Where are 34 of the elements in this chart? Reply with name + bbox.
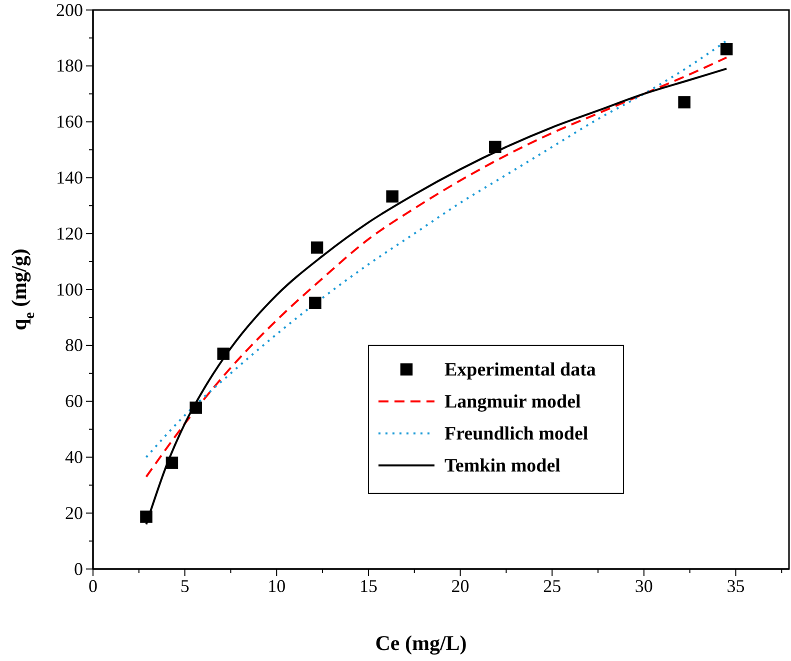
x-tick-label: 15 xyxy=(359,576,378,596)
point xyxy=(140,510,152,523)
x-tick-label: 30 xyxy=(634,576,653,596)
y-tick-label: 140 xyxy=(56,167,83,188)
legend-label: Temkin model xyxy=(444,455,560,476)
legend-label: Freundlich model xyxy=(444,423,588,444)
x-tick-label: 20 xyxy=(451,576,470,596)
y-tick-label: 160 xyxy=(56,112,83,132)
point xyxy=(720,43,733,56)
x-axis-title: Ce (mg/L) xyxy=(375,631,467,655)
y-tick-label: 60 xyxy=(65,391,83,412)
point xyxy=(217,348,230,360)
y-tick-label: 200 xyxy=(56,0,83,20)
y-tick-label: 80 xyxy=(65,335,83,356)
point xyxy=(489,140,502,154)
point xyxy=(678,96,690,108)
x-tick-label: 25 xyxy=(543,576,562,596)
legend-label: Langmuir model xyxy=(444,391,581,412)
point xyxy=(310,241,324,254)
y-tick-label: 180 xyxy=(56,56,83,76)
y-tick-label: 120 xyxy=(56,223,83,244)
x-tick-label: 5 xyxy=(180,576,190,596)
y-tick-label: 20 xyxy=(65,502,83,523)
point xyxy=(166,456,178,469)
legend-label: Experimental data xyxy=(444,359,596,380)
point xyxy=(386,190,398,203)
y-tick-label: 0 xyxy=(74,558,83,579)
y-tick-label: 100 xyxy=(56,279,83,300)
y-tick-label: 40 xyxy=(65,446,83,467)
point xyxy=(190,402,202,414)
x-tick-label: 0 xyxy=(88,576,98,596)
x-tick-label: 10 xyxy=(268,576,286,596)
x-tick-label: 35 xyxy=(726,576,745,596)
point xyxy=(309,296,322,310)
